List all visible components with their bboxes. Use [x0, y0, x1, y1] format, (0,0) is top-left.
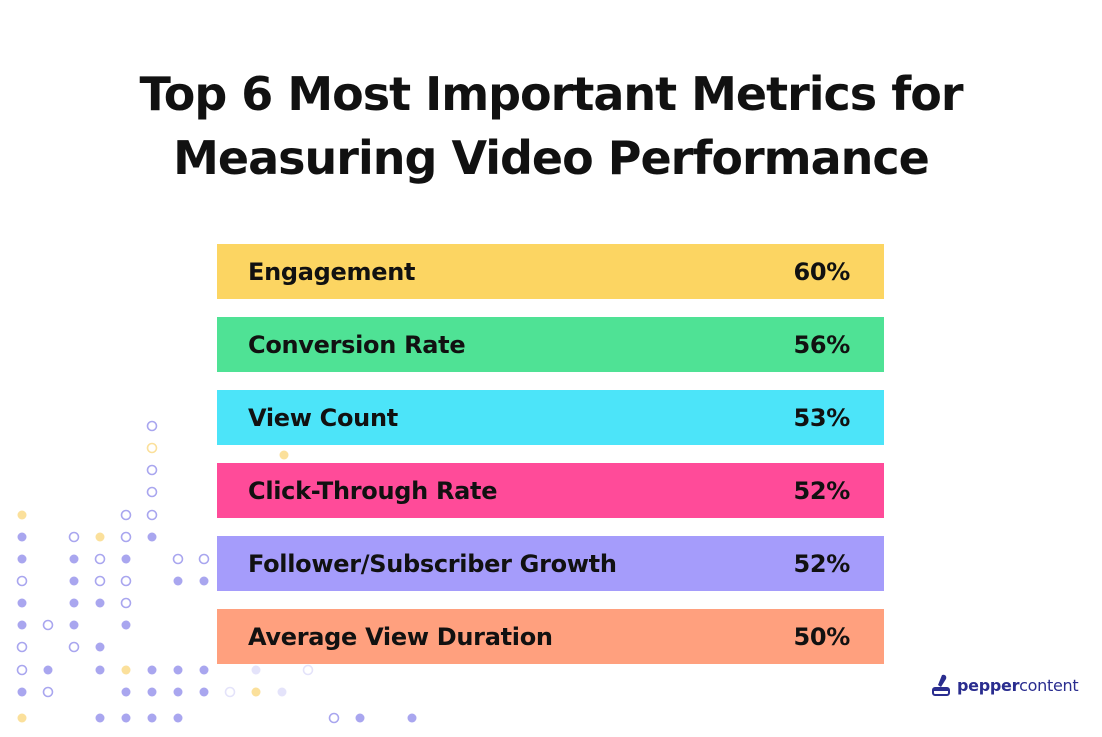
bar-value-label: 56% [793, 330, 850, 359]
decorative-dot [120, 531, 132, 543]
decorative-dot [42, 619, 54, 631]
decorative-dot [407, 713, 417, 723]
bar-follower-subscriber-growth: Follower/Subscriber Growth 52% [217, 536, 884, 591]
brand-name: peppercontent [957, 675, 1079, 695]
bar-label: Click-Through Rate [248, 476, 498, 505]
decorative-dot [17, 598, 27, 608]
decorative-dot [173, 665, 183, 675]
decorative-dot [95, 598, 105, 608]
decorative-dot [146, 509, 158, 521]
decorative-dot [147, 713, 157, 723]
decorative-dot [199, 576, 209, 586]
brand-name-regular: content [1019, 675, 1079, 695]
decorative-dot [120, 509, 132, 521]
decorative-dot [16, 641, 28, 653]
decorative-dot [69, 576, 79, 586]
bar-view-count: View Count 53% [217, 390, 884, 445]
decorative-dot [199, 687, 209, 697]
decorative-dot [17, 532, 27, 542]
decorative-dot [147, 665, 157, 675]
decorative-dot [147, 687, 157, 697]
decorative-dot [146, 486, 158, 498]
decorative-dot [17, 687, 27, 697]
decorative-dot [17, 620, 27, 630]
decorative-dot [17, 510, 27, 520]
decorative-dot [16, 664, 28, 676]
decorative-dot [173, 713, 183, 723]
chart-title-line-2: Measuring Video Performance [173, 131, 930, 185]
decorative-dot [69, 554, 79, 564]
chart-title: Top 6 Most Important Metrics for Measuri… [0, 62, 1102, 190]
decorative-dot [328, 712, 340, 724]
decorative-dot [279, 450, 289, 460]
brand-logo: peppercontent [931, 672, 1079, 698]
decorative-dot [17, 554, 27, 564]
decorative-dot [121, 687, 131, 697]
decorative-dot [355, 713, 365, 723]
bar-label: View Count [248, 403, 398, 432]
decorative-dot [198, 553, 210, 565]
decorative-dot [302, 664, 314, 676]
bar-click-through-rate: Click-Through Rate 52% [217, 463, 884, 518]
decorative-dot [173, 576, 183, 586]
bar-label: Engagement [248, 257, 416, 286]
decorative-dot [146, 420, 158, 432]
decorative-dot [172, 553, 184, 565]
decorative-dot [43, 665, 53, 675]
chart-title-line-1: Top 6 Most Important Metrics for [139, 67, 963, 121]
decorative-dot [224, 686, 236, 698]
decorative-dot [251, 687, 261, 697]
decorative-dot [68, 641, 80, 653]
decorative-dot [173, 687, 183, 697]
decorative-dot [121, 713, 131, 723]
decorative-dot [146, 442, 158, 454]
decorative-dot [121, 665, 131, 675]
bar-value-label: 60% [793, 257, 850, 286]
decorative-dot [94, 575, 106, 587]
decorative-dot [121, 620, 131, 630]
decorative-dot [16, 575, 28, 587]
bar-value-label: 52% [793, 549, 850, 578]
decorative-dot [94, 553, 106, 565]
decorative-dot [42, 686, 54, 698]
bar-average-view-duration: Average View Duration 50% [217, 609, 884, 664]
decorative-dot [69, 598, 79, 608]
bar-value-label: 53% [793, 403, 850, 432]
decorative-dot [68, 531, 80, 543]
bar-value-label: 52% [793, 476, 850, 505]
bar-label: Average View Duration [248, 622, 553, 651]
decorative-dot [95, 665, 105, 675]
pepper-pen-icon [932, 674, 950, 696]
bar-label: Conversion Rate [248, 330, 466, 359]
brand-name-bold: pepper [957, 675, 1020, 695]
decorative-dot [146, 464, 158, 476]
bar-conversion-rate: Conversion Rate 56% [217, 317, 884, 372]
decorative-dot [251, 665, 261, 675]
decorative-dot [69, 620, 79, 630]
decorative-dot [277, 687, 287, 697]
decorative-dot [121, 554, 131, 564]
decorative-dot [147, 532, 157, 542]
decorative-dot [95, 642, 105, 652]
bar-label: Follower/Subscriber Growth [248, 549, 617, 578]
decorative-dot [95, 532, 105, 542]
decorative-dot [17, 713, 27, 723]
decorative-dot [120, 597, 132, 609]
decorative-dot [95, 713, 105, 723]
bar-value-label: 50% [793, 622, 850, 651]
decorative-dot [199, 665, 209, 675]
decorative-dot [120, 575, 132, 587]
bar-engagement: Engagement 60% [217, 244, 884, 299]
